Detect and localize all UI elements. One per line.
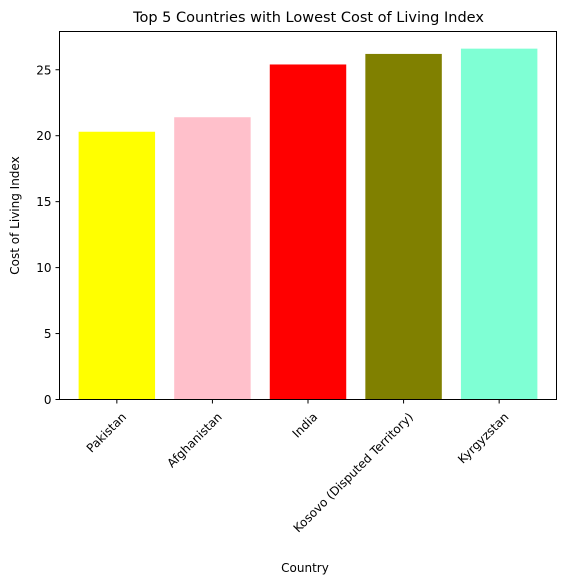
y-tick-label: 15	[36, 195, 51, 209]
y-tick-label: 5	[44, 327, 52, 341]
bar-india	[270, 64, 346, 399]
x-tick-label: Pakistan	[84, 410, 129, 455]
bar-kyrgyzstan	[461, 49, 537, 400]
y-tick-label: 10	[36, 261, 51, 275]
y-axis: 0 5 10 15 20 25	[36, 63, 59, 407]
y-tick-label: 20	[36, 129, 51, 143]
y-axis-label: Cost of Living Index	[8, 156, 22, 274]
x-tick-label: India	[290, 410, 321, 441]
bar-afghanistan	[174, 117, 250, 399]
x-axis-label: Country	[281, 561, 329, 575]
x-tick-label: Kyrgyzstan	[455, 410, 511, 466]
x-tick-label: Afghanistan	[164, 410, 224, 470]
y-tick-label: 0	[44, 393, 52, 407]
y-tick-label: 25	[36, 63, 51, 77]
bar-pakistan	[79, 132, 155, 400]
bar-kosovo-disputed-territory	[365, 54, 441, 400]
chart-title: Top 5 Countries with Lowest Cost of Livi…	[132, 10, 484, 26]
bars-group	[79, 49, 538, 400]
